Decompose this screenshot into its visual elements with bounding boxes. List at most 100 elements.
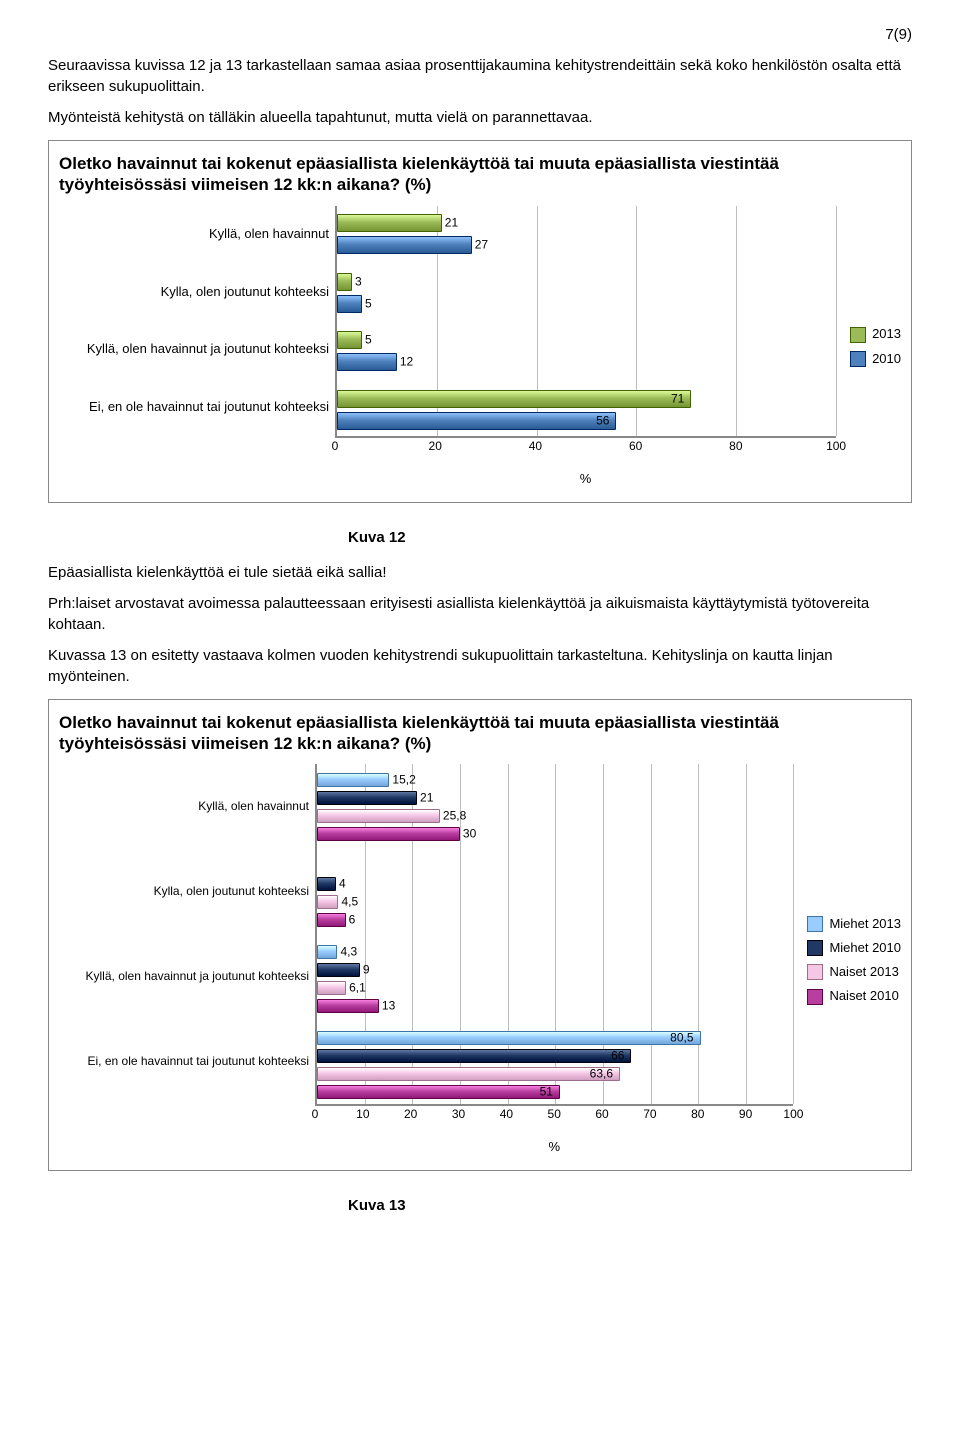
bar-value-label: 13 xyxy=(382,997,395,1014)
bar: 80,5 xyxy=(317,1031,701,1045)
bar: 51 xyxy=(317,1085,560,1099)
bar-value-label: 56 xyxy=(596,412,609,429)
chart1-category-column: Kyllä, olen havainnutKylla, olen joutunu… xyxy=(59,206,335,436)
bar: 4,3 xyxy=(317,945,337,959)
bar-value-label: 4,3 xyxy=(340,943,357,960)
chart2-x-axis-label: % xyxy=(315,1138,793,1156)
x-tick: 60 xyxy=(595,1106,608,1123)
bar: 5 xyxy=(337,295,362,313)
x-tick: 0 xyxy=(312,1106,319,1123)
x-tick: 80 xyxy=(691,1106,704,1123)
x-tick: 30 xyxy=(452,1106,465,1123)
bar: 4,5 xyxy=(317,895,338,909)
chart1-caption: Kuva 12 xyxy=(348,527,912,548)
bar-value-label: 25,8 xyxy=(443,807,466,824)
bar: 63,6 xyxy=(317,1067,620,1081)
bar-value-label: 15,2 xyxy=(392,771,415,788)
category-label: Kyllä, olen havainnut xyxy=(59,764,309,849)
legend-swatch xyxy=(850,327,866,343)
legend-swatch xyxy=(850,351,866,367)
legend-label: 2010 xyxy=(872,350,901,368)
bar-group: 15,22125,830 xyxy=(317,764,793,850)
x-tick: 60 xyxy=(629,438,642,455)
chart-kuva13: Oletko havainnut tai kokenut epäasiallis… xyxy=(48,699,912,1172)
chart2-caption: Kuva 13 xyxy=(348,1195,912,1216)
category-label: Kyllä, olen havainnut xyxy=(59,206,329,264)
bar-value-label: 6,1 xyxy=(349,979,366,996)
chart2-x-axis: 0102030405060708090100 xyxy=(315,1106,793,1136)
chart1-x-axis: 020406080100 xyxy=(335,438,836,468)
chart1-title: Oletko havainnut tai kokenut epäasiallis… xyxy=(59,153,901,196)
category-label: Ei, en ole havainnut tai joutunut kohtee… xyxy=(59,1019,309,1104)
x-tick: 70 xyxy=(643,1106,656,1123)
x-tick: 50 xyxy=(548,1106,561,1123)
category-label: Kylla, olen joutunut kohteeksi xyxy=(59,263,329,321)
bar-value-label: 80,5 xyxy=(670,1029,693,1046)
legend-item: 2010 xyxy=(850,350,901,368)
bar-value-label: 5 xyxy=(365,332,372,349)
legend-label: 2013 xyxy=(872,325,901,343)
category-label: Kyllä, olen havainnut ja joutunut kohtee… xyxy=(59,321,329,379)
bar: 3 xyxy=(337,273,352,291)
bar: 66 xyxy=(317,1049,631,1063)
legend-item: 2013 xyxy=(850,325,901,343)
chart2-plot: 15,22125,83044,564,396,11380,56663,651 xyxy=(315,764,793,1106)
legend-swatch xyxy=(807,964,823,980)
chart2-legend: Miehet 2013Miehet 2010Naiset 2013Naiset … xyxy=(793,764,901,1156)
bar-value-label: 3 xyxy=(355,273,362,290)
chart1-plot: 2127355127156 xyxy=(335,206,836,438)
bar-value-label: 27 xyxy=(475,237,488,254)
x-tick: 20 xyxy=(429,438,442,455)
bar-group: 35 xyxy=(337,264,836,323)
intro-paragraph-1: Seuraavissa kuvissa 12 ja 13 tarkastella… xyxy=(48,55,912,97)
bar-group: 80,5 6663,6 51 xyxy=(317,1022,793,1108)
x-tick: 80 xyxy=(729,438,742,455)
x-tick: 40 xyxy=(529,438,542,455)
x-tick: 10 xyxy=(356,1106,369,1123)
bar: 12 xyxy=(337,353,397,371)
bar: 6,1 xyxy=(317,981,346,995)
bar: 6 xyxy=(317,913,346,927)
bar-value-label: 21 xyxy=(420,789,433,806)
legend-label: Naiset 2013 xyxy=(829,963,898,981)
intro-paragraph-2: Myönteistä kehitystä on tälläkin alueell… xyxy=(48,107,912,128)
bar: 5 xyxy=(337,331,362,349)
chart2-category-column: Kyllä, olen havainnutKylla, olen joutunu… xyxy=(59,764,315,1104)
x-tick: 100 xyxy=(826,438,846,455)
legend-label: Miehet 2013 xyxy=(829,915,901,933)
bar-value-label: 12 xyxy=(400,354,413,371)
bar-group: 71 56 xyxy=(337,381,836,440)
x-tick: 40 xyxy=(500,1106,513,1123)
legend-label: Naiset 2010 xyxy=(829,987,898,1005)
bar-value-label: 66 xyxy=(611,1047,624,1064)
bar-value-label: 30 xyxy=(463,825,476,842)
bar-value-label: 63,6 xyxy=(590,1065,613,1082)
bar-value-label: 71 xyxy=(671,390,684,407)
bar: 21 xyxy=(317,791,417,805)
chart-kuva12: Oletko havainnut tai kokenut epäasiallis… xyxy=(48,140,912,503)
bar-group: 44,56 xyxy=(317,850,793,936)
bar-group: 5 12 xyxy=(337,323,836,382)
bar-value-label: 6 xyxy=(349,911,356,928)
legend-swatch xyxy=(807,989,823,1005)
bar: 21 xyxy=(337,214,442,232)
mid-paragraph-1: Epäasiallista kielenkäyttöä ei tule siet… xyxy=(48,562,912,583)
legend-item: Miehet 2013 xyxy=(807,915,901,933)
legend-swatch xyxy=(807,940,823,956)
legend-swatch xyxy=(807,916,823,932)
legend-item: Naiset 2013 xyxy=(807,963,901,981)
category-label: Kylla, olen joutunut kohteeksi xyxy=(59,849,309,934)
x-tick: 0 xyxy=(332,438,339,455)
legend-item: Naiset 2010 xyxy=(807,987,901,1005)
chart2-title: Oletko havainnut tai kokenut epäasiallis… xyxy=(59,712,901,755)
bar: 4 xyxy=(317,877,336,891)
bar-value-label: 5 xyxy=(365,295,372,312)
x-tick: 20 xyxy=(404,1106,417,1123)
x-tick: 100 xyxy=(783,1106,803,1123)
bar: 25,8 xyxy=(317,809,440,823)
bar: 27 xyxy=(337,236,472,254)
page-number: 7(9) xyxy=(48,24,912,45)
mid-paragraph-3: Kuvassa 13 on esitetty vastaava kolmen v… xyxy=(48,645,912,687)
bar: 56 xyxy=(337,412,616,430)
bar-value-label: 4,5 xyxy=(341,893,358,910)
